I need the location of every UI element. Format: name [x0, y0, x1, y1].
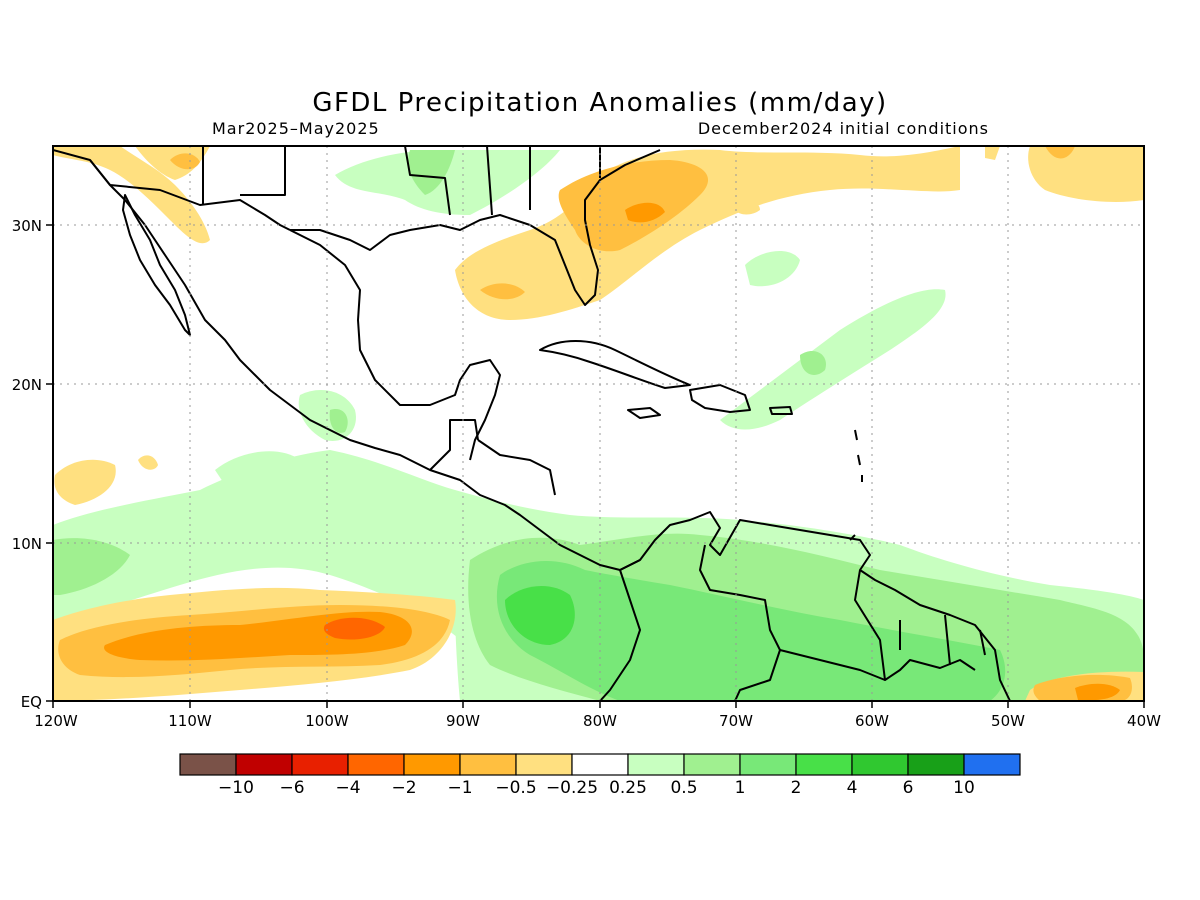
- x-tick-label: 40W: [1127, 712, 1161, 730]
- colorbar-label: −4: [335, 778, 360, 798]
- colorbar-swatch: [459, 753, 517, 776]
- grid-lines: [53, 146, 1144, 701]
- colorbar-label: −0.5: [495, 778, 536, 798]
- x-tick-label: 100W: [305, 712, 349, 730]
- init-conditions-label: December2024 initial conditions: [698, 119, 989, 138]
- colorbar-label: 2: [791, 778, 802, 798]
- colorbar-swatch: [291, 753, 349, 776]
- x-tick-label: 90W: [446, 712, 480, 730]
- x-tick-label: 110W: [168, 712, 212, 730]
- colorbar-swatch: [571, 753, 629, 776]
- colorbar-swatch: [683, 753, 741, 776]
- colorbar-label: −10: [218, 778, 254, 798]
- colorbar-label: −0.25: [546, 778, 598, 798]
- colorbar-label: −1: [447, 778, 472, 798]
- x-tick-label: 70W: [719, 712, 753, 730]
- anomaly-field: [53, 146, 1144, 701]
- colorbar-label: −2: [391, 778, 416, 798]
- colorbar-label: 6: [903, 778, 914, 798]
- y-tick-label: 10N: [12, 535, 42, 553]
- colorbar-swatch: [515, 753, 573, 776]
- colorbar-label: 0.5: [670, 778, 697, 798]
- colorbar-swatch: [235, 753, 293, 776]
- x-tick-label: 80W: [583, 712, 617, 730]
- map-frame: [52, 145, 1145, 702]
- colorbar-swatch: [851, 753, 909, 776]
- colorbar-swatch: [179, 753, 237, 776]
- colorbar-swatch: [963, 753, 1021, 776]
- colorbar-swatch: [627, 753, 685, 776]
- x-tick-label: 120W: [34, 712, 78, 730]
- colorbar-swatch: [347, 753, 405, 776]
- colorbar-label: 0.25: [609, 778, 647, 798]
- colorbar-label: 10: [953, 778, 975, 798]
- colorbar-label: −6: [279, 778, 304, 798]
- y-tick-label: 30N: [12, 217, 42, 235]
- x-axis-labels: 120W 110W 100W 90W 80W 70W 60W 50W 40W: [34, 712, 1161, 730]
- colorbar-label: 1: [735, 778, 746, 798]
- y-tick-label: EQ: [21, 693, 42, 711]
- y-tick-label: 20N: [12, 376, 42, 394]
- colorbar-swatch: [795, 753, 853, 776]
- x-tick-label: 60W: [855, 712, 889, 730]
- colorbar: −10 −6 −4 −2 −1 −0.5 −0.25 0.25 0.5 1 2 4 6 10: [179, 753, 1021, 798]
- colorbar-swatch: [403, 753, 461, 776]
- colorbar-swatch: [907, 753, 965, 776]
- colorbar-swatch: [739, 753, 797, 776]
- figure-title: GFDL Precipitation Anomalies (mm/day): [312, 88, 887, 118]
- y-axis-labels: EQ 10N 20N 30N: [12, 217, 42, 711]
- colorbar-label: 4: [847, 778, 858, 798]
- x-tick-label: 50W: [991, 712, 1025, 730]
- period-label: Mar2025–May2025: [212, 119, 380, 138]
